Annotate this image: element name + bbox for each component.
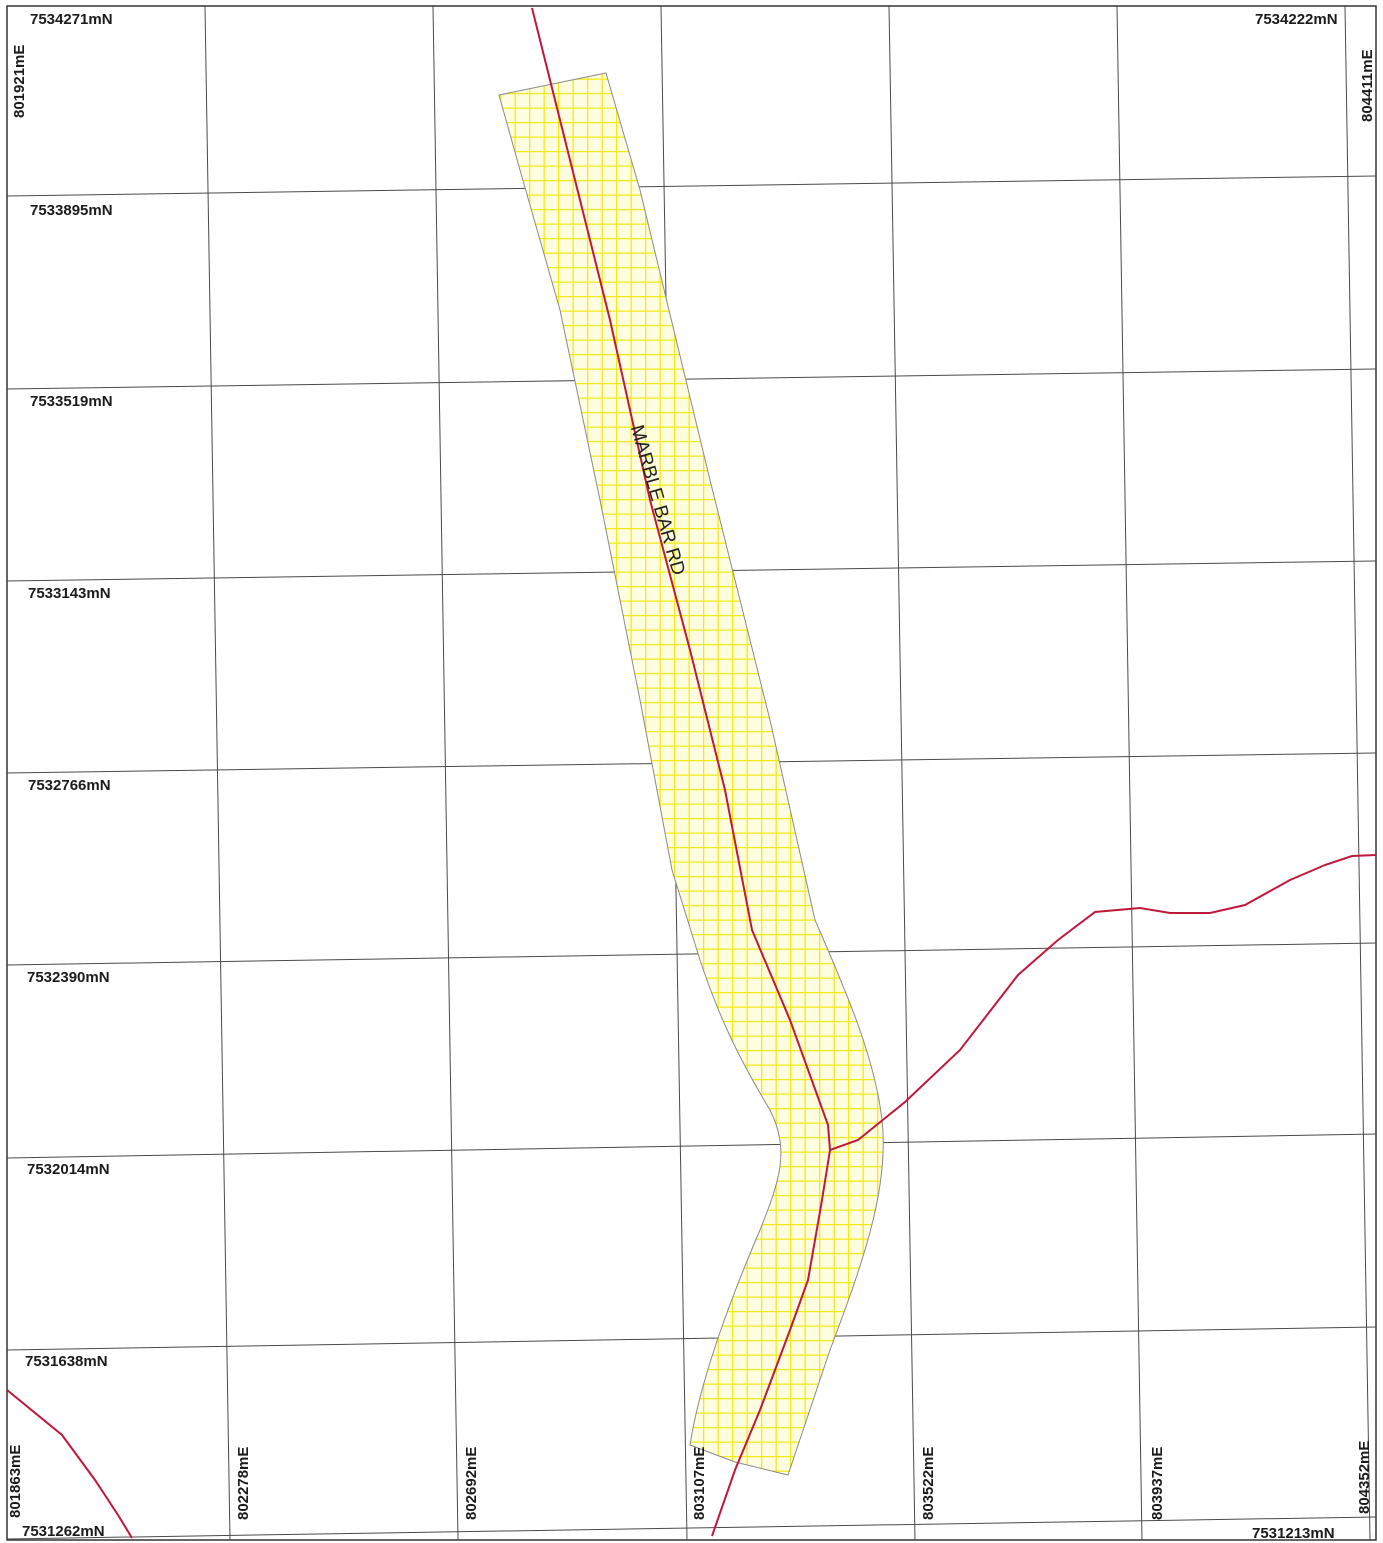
- easting-label-1: 801863mE: [7, 1444, 24, 1518]
- grid-line-n8: [6, 1516, 1377, 1540]
- northing-label-6: 7532390mN: [27, 969, 110, 986]
- northing-label-4: 7533143mN: [28, 585, 111, 602]
- marble-bar-road-line: [531, 7, 832, 1537]
- northing-label-bottom-right: 7531213mN: [1252, 1525, 1335, 1542]
- northing-label-3: 7533519mN: [30, 393, 113, 410]
- easting-label-6: 803937mE: [1149, 1446, 1166, 1520]
- northing-label-8: 7531638mN: [25, 1353, 108, 1370]
- easting-label-top-left: 801921mE: [11, 44, 28, 118]
- grid-line-n5: [6, 942, 1377, 966]
- southwest-road-line: [6, 1389, 133, 1539]
- grid-line-e1: [204, 5, 231, 1541]
- easting-label-3: 802692mE: [463, 1446, 480, 1520]
- grid-line-e4: [888, 5, 916, 1541]
- easting-label-5: 803522mE: [920, 1446, 937, 1520]
- easting-label-7: 804352mE: [1356, 1440, 1373, 1514]
- easting-label-2: 802278mE: [235, 1446, 252, 1520]
- east-road-line: [829, 854, 1377, 1151]
- easting-grid-lines: [204, 5, 1371, 1541]
- northing-label-2: 7533895mN: [30, 202, 113, 219]
- grid-line-n2: [6, 368, 1377, 390]
- northing-label-5: 7532766mN: [28, 777, 111, 794]
- northing-label-9: 7531262mN: [22, 1523, 105, 1540]
- grid-line-e5: [1116, 5, 1143, 1541]
- easting-label-4: 803107mE: [691, 1446, 708, 1520]
- northing-label-7: 7532014mN: [27, 1161, 110, 1178]
- northing-label-top-right: 7534222mN: [1255, 11, 1338, 28]
- road-reserve-area: [498, 72, 884, 1476]
- grid-line-e6: [1344, 5, 1371, 1541]
- easting-label-top-right: 804411mE: [1359, 49, 1376, 122]
- northing-grid-lines: [6, 175, 1377, 1540]
- grid-line-n6: [6, 1133, 1377, 1159]
- grid-line-n7: [6, 1326, 1377, 1351]
- northing-label-1: 7534271mN: [30, 11, 113, 28]
- grid-line-n1: [6, 175, 1377, 197]
- grid-line-e2: [432, 5, 459, 1541]
